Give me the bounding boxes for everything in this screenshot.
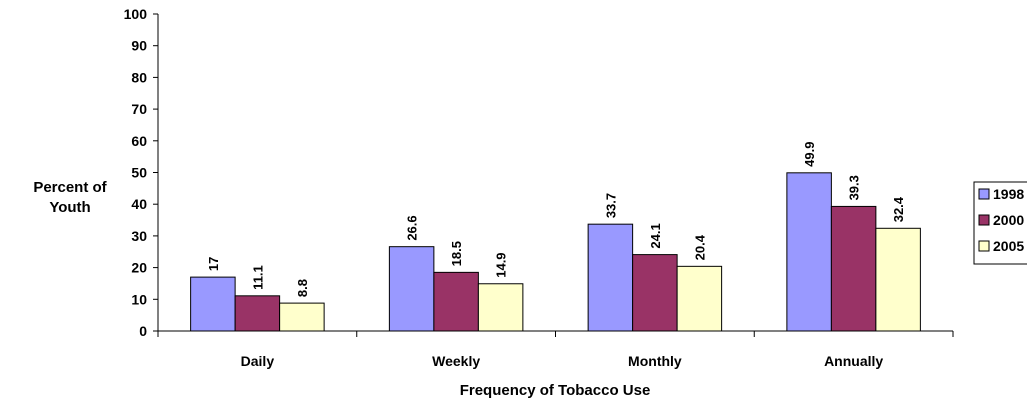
x-axis-title: Frequency of Tobacco Use	[460, 382, 651, 399]
bar-weekly-1998	[388, 246, 435, 332]
x-tick-label-weekly: Weekly	[432, 353, 480, 369]
bar-monthly-1998	[587, 223, 634, 332]
data-label: 18.5	[449, 241, 464, 266]
bar-annually-1998	[786, 172, 832, 332]
data-label: 20.4	[692, 234, 707, 260]
y-tick-label: 40	[131, 196, 147, 212]
y-axis-title-line-1: Percent of	[33, 179, 107, 196]
bar-daily-2000	[234, 295, 281, 332]
bar-daily-2005	[279, 302, 325, 332]
legend-swatch-2005	[978, 240, 990, 252]
bars: 17 11.1 8.8 26.6 18.5 14.9 33.7 24.1 20.4 49.9 39.…	[190, 142, 921, 332]
x-tick-label-annually: Annually	[824, 353, 883, 369]
data-label: 24.1	[648, 223, 663, 248]
x-tick-label-daily: Daily	[241, 353, 275, 369]
y-tick-label: 0	[139, 323, 147, 339]
legend-label-2005: 2005	[993, 238, 1024, 254]
bar-annually-2000	[830, 205, 877, 332]
y-axis-title: Percent of Youth	[33, 179, 107, 216]
bar-daily-1998	[190, 276, 236, 332]
y-tick-label: 90	[131, 38, 147, 54]
y-tick-label: 10	[131, 291, 147, 307]
data-label: 33.7	[603, 193, 618, 218]
legend-swatch-2000	[978, 214, 990, 226]
y-tick-label: 30	[131, 228, 147, 244]
data-label: 26.6	[405, 215, 420, 240]
y-tick-label: 20	[131, 260, 147, 276]
y-axis-ticks: 0 10 20 30 40 50 60 70 80 90 100	[124, 6, 158, 339]
y-axis-title-line-2: Youth	[49, 199, 90, 216]
data-label: 49.9	[802, 142, 817, 167]
axes	[157, 14, 954, 337]
x-tick-label-monthly: Monthly	[628, 353, 682, 369]
data-label: 14.9	[494, 252, 509, 277]
data-label: 39.3	[847, 175, 862, 200]
legend-label-2000: 2000	[993, 212, 1024, 228]
y-tick-label: 100	[124, 6, 148, 22]
legend: 1998 2000 2005	[973, 181, 1027, 265]
data-label: 8.8	[295, 279, 310, 297]
data-label: 17	[206, 257, 221, 271]
y-tick-label: 60	[131, 133, 147, 149]
data-label: 11.1	[250, 265, 265, 290]
y-tick-label: 50	[131, 165, 147, 181]
bar-annually-2005	[875, 227, 921, 332]
bar-monthly-2005	[676, 265, 723, 332]
legend-label-1998: 1998	[993, 186, 1024, 202]
bar-weekly-2000	[433, 271, 479, 332]
bar-monthly-2000	[632, 254, 678, 332]
y-tick-label: 80	[131, 69, 147, 85]
x-axis-tick-labels: Daily Weekly Monthly Annually	[241, 353, 884, 369]
y-tick-label: 70	[131, 101, 147, 117]
data-label: 32.4	[891, 196, 906, 222]
legend-swatch-1998	[978, 188, 990, 200]
bar-weekly-2005	[477, 283, 524, 332]
